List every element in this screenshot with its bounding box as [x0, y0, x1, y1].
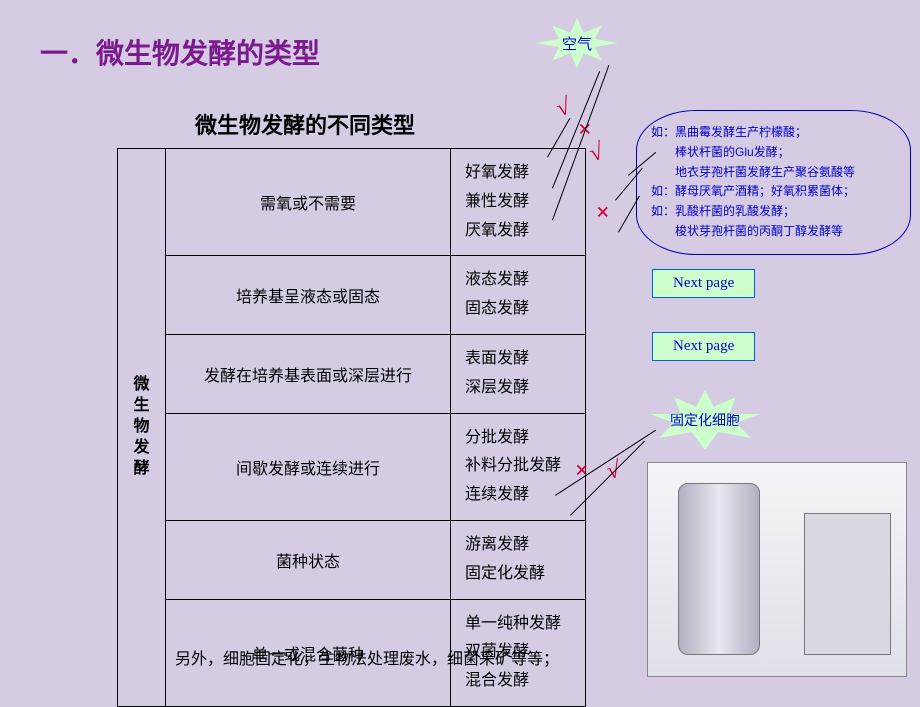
- criterion-cell: 菌种状态: [166, 520, 451, 599]
- bioreactor-image: [647, 462, 907, 677]
- cross-mark-icon: ×: [596, 200, 610, 227]
- types-cell: 好氧发酵兼性发酵厌氧发酵: [451, 149, 586, 256]
- types-cell: 表面发酵深层发酵: [451, 334, 586, 413]
- examples-cloud-callout: 如：黑曲霉发酵生产柠檬酸； 棒状杆菌的Glu发酵； 地衣芽孢杆菌发酵生产聚谷氨酸…: [636, 110, 911, 255]
- cloud-line: 如：乳酸杆菌的乳酸发酵；: [651, 202, 900, 222]
- types-cell: 液态发酵固态发酵: [451, 256, 586, 335]
- cloud-line: 梭状芽孢杆菌的丙酮丁醇发酵等: [651, 222, 900, 242]
- fermentation-types-table: 微生物发酵 需氧或不需要 好氧发酵兼性发酵厌氧发酵 培养基呈液态或固态 液态发酵…: [117, 148, 586, 707]
- table-row-header: 微生物发酵: [118, 149, 166, 707]
- footnote-text: 另外，细胞固定化，生物法处理废水，细菌采矿等等；: [175, 645, 559, 669]
- next-page-link[interactable]: Next page: [652, 332, 755, 361]
- table-row: 发酵在培养基表面或深层进行 表面发酵深层发酵: [118, 334, 586, 413]
- cloud-line: 如：酵母厌氧产酒精；好氧积累菌体；: [651, 182, 900, 202]
- next-page-link[interactable]: Next page: [652, 269, 755, 298]
- table-row: 菌种状态 游离发酵固定化发酵: [118, 520, 586, 599]
- cloud-line: 地衣芽孢杆菌发酵生产聚谷氨酸等: [651, 163, 900, 183]
- immobilized-cell-starburst-callout: 固定化细胞: [650, 390, 760, 450]
- types-cell: 分批发酵补料分批发酵连续发酵: [451, 413, 586, 520]
- table-row: 培养基呈液态或固态 液态发酵固态发酵: [118, 256, 586, 335]
- air-starburst-callout: 空气: [536, 18, 618, 68]
- cloud-line: 棒状杆菌的Glu发酵；: [651, 143, 900, 163]
- criterion-cell: 需氧或不需要: [166, 149, 451, 256]
- table-row: 微生物发酵 需氧或不需要 好氧发酵兼性发酵厌氧发酵: [118, 149, 586, 256]
- cloud-line: 如：黑曲霉发酵生产柠檬酸；: [651, 123, 900, 143]
- types-cell: 游离发酵固定化发酵: [451, 520, 586, 599]
- criterion-cell: 培养基呈液态或固态: [166, 256, 451, 335]
- table-title: 微生物发酵的不同类型: [195, 108, 415, 140]
- check-mark-icon: √: [554, 94, 574, 123]
- criterion-cell: 间歇发酵或连续进行: [166, 413, 451, 520]
- section-heading: 一．微生物发酵的类型: [40, 32, 320, 72]
- table-row: 间歇发酵或连续进行 分批发酵补料分批发酵连续发酵: [118, 413, 586, 520]
- criterion-cell: 发酵在培养基表面或深层进行: [166, 334, 451, 413]
